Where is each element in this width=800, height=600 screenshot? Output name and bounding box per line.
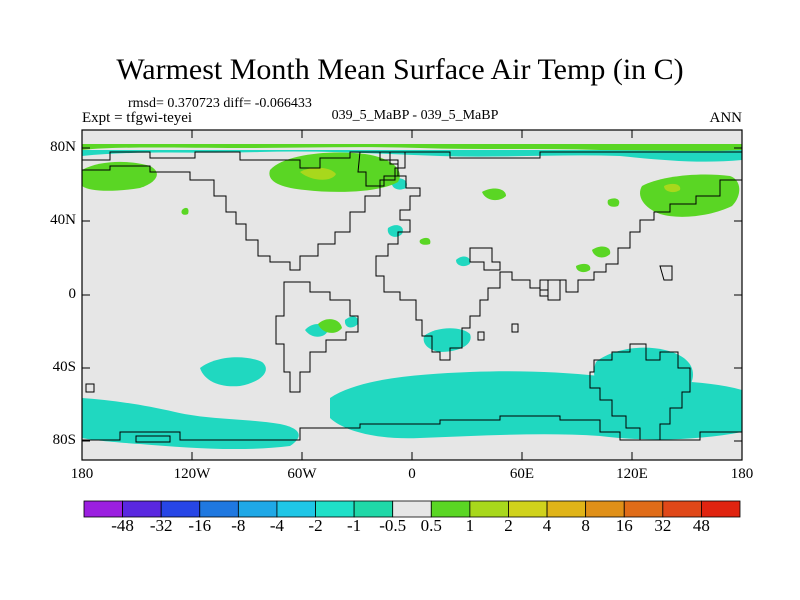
colorbar-label: 48 — [692, 516, 710, 535]
colorbar-label: -48 — [111, 516, 134, 535]
colorbar-label: 4 — [542, 516, 552, 535]
colorbar-box — [237, 500, 278, 518]
east-asia-warm — [607, 198, 620, 207]
china-warm — [592, 246, 611, 258]
colorbar-box — [662, 500, 702, 518]
colorbar-box — [353, 500, 394, 518]
lon-label-60w: 60W — [287, 466, 317, 482]
colorbar-box — [508, 500, 548, 518]
australia-coastline — [589, 343, 691, 441]
colorbar-label: -16 — [188, 516, 212, 535]
colorbar-box — [585, 500, 625, 518]
colorbar-label: -1 — [347, 516, 362, 535]
atlantic-patch-2 — [344, 316, 359, 328]
arctic-cool-band — [82, 150, 742, 162]
southeast-asia-warm — [576, 263, 591, 273]
comparison-label: 039_5_MaBP - 039_5_MaBP — [331, 108, 499, 123]
lat-label-80s: 80S — [52, 432, 76, 448]
south-pacific-patch — [200, 357, 266, 387]
island-coastline-2 — [511, 323, 519, 333]
coastlines — [82, 151, 743, 443]
lat-label-40s: 40S — [52, 359, 76, 375]
arabia-coastline — [469, 247, 501, 271]
north-america-coastline — [82, 151, 406, 271]
colorbar-label: 2 — [504, 516, 513, 535]
stats-label: rmsd= 0.370723 diff= -0.066433 — [128, 96, 312, 111]
warm-anomaly-regions — [82, 144, 742, 333]
north-america-warm — [269, 152, 400, 192]
colorbar-label: -2 — [308, 516, 323, 535]
colorbar-box — [160, 500, 201, 518]
island-coastline-1 — [85, 383, 95, 393]
alaska-warm — [82, 161, 157, 191]
colorbar-box — [315, 500, 355, 518]
siberia-warm — [640, 174, 740, 217]
lat-label-80n: 80N — [50, 139, 76, 155]
colorbar-box — [83, 500, 123, 518]
south-america-warm — [318, 319, 342, 333]
europe-patch — [387, 225, 403, 237]
map-title: Warmest Month Mean Surface Air Temp (in … — [116, 53, 684, 86]
colorbar-box — [122, 500, 162, 518]
lon-label-180e: 180 — [730, 466, 754, 482]
australia-cool-patch — [594, 347, 693, 403]
colorbar-box — [430, 500, 471, 518]
lon-label-120w: 120W — [173, 466, 211, 482]
lon-label-0: 0 — [408, 466, 416, 482]
colorbar-label: -8 — [231, 516, 246, 535]
colorbar-label: 8 — [581, 516, 590, 535]
japan-coastline — [659, 265, 673, 281]
colorbar — [83, 500, 741, 518]
india-coastline — [539, 279, 561, 301]
antarctic-island-coastline — [135, 435, 171, 443]
eurasia-africa-coastline — [375, 151, 743, 361]
colorbar-box — [199, 500, 239, 518]
cool-anomaly-regions — [82, 150, 742, 450]
lon-label-120e: 120E — [616, 466, 648, 482]
colorbar-label: -4 — [269, 516, 285, 535]
lon-label-60e: 60E — [509, 466, 535, 482]
arctic-warm-edge — [82, 144, 742, 151]
colorbar-label: -0.5 — [379, 516, 407, 535]
colorbar-label: -32 — [149, 516, 173, 535]
colorbar-box — [546, 500, 587, 518]
colorbar-label: 0.5 — [420, 516, 442, 535]
colorbar-box — [276, 500, 316, 518]
colorbar-box — [623, 500, 664, 518]
asia-patch — [456, 256, 471, 267]
mediterranean-warm — [419, 237, 431, 245]
strong-warm-regions — [300, 167, 681, 193]
colorbar-label: 1 — [465, 516, 475, 535]
siberia-strong-warm — [664, 183, 681, 193]
lat-label-40n: 40N — [50, 212, 76, 228]
greenland-coastline — [357, 151, 399, 187]
lat-label-0: 0 — [68, 286, 77, 302]
pacific-warm-dot — [181, 207, 189, 215]
island-coastline-3 — [477, 331, 485, 341]
colorbar-box — [392, 500, 432, 518]
axis-ticks — [82, 130, 742, 460]
indian-ocean-patch — [423, 328, 471, 352]
central-asia-warm — [482, 188, 506, 201]
colorbar-label: 32 — [654, 516, 672, 535]
antarctica-coastline — [82, 415, 742, 441]
south-america-coastline — [275, 281, 359, 393]
experiment-label: Expt = tfgwi-teyei — [82, 110, 193, 126]
lon-label-180w: 180 — [70, 466, 94, 482]
colorbar-box — [701, 500, 741, 518]
south-indian-patch — [614, 405, 652, 422]
north-america-strong-warm — [300, 167, 336, 180]
colorbar-label: 16 — [615, 516, 633, 535]
season-label: ANN — [709, 110, 743, 126]
colorbar-box — [469, 500, 509, 518]
